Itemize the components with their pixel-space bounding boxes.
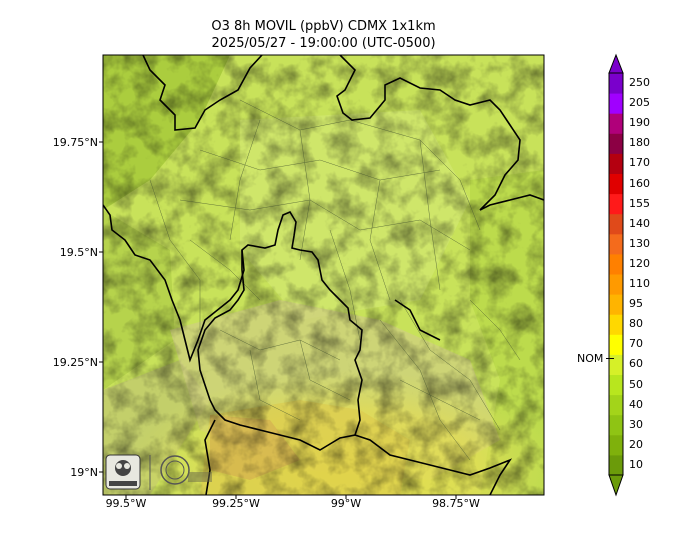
state-boundaries bbox=[103, 55, 544, 495]
colorbar-label: 110 bbox=[629, 277, 650, 291]
nom-tick bbox=[606, 358, 614, 359]
colorbar-segment bbox=[609, 173, 623, 195]
colorbar-segment bbox=[609, 73, 623, 94]
colorbar-label: 180 bbox=[629, 136, 650, 150]
colorbar-segment bbox=[609, 274, 623, 295]
colorbar-label: 80 bbox=[629, 317, 643, 331]
colorbar-label: 120 bbox=[629, 256, 650, 270]
colorbar-label: 10 bbox=[629, 457, 643, 471]
colorbar-label: 190 bbox=[629, 116, 650, 130]
colorbar-label: 130 bbox=[629, 236, 650, 250]
colorbar-label: 20 bbox=[629, 437, 643, 451]
lat-ticks bbox=[99, 141, 103, 473]
colorbar-segment bbox=[609, 213, 623, 235]
colorbar-label: 205 bbox=[629, 96, 650, 110]
colorbar-label: 95 bbox=[629, 297, 643, 311]
map-title-line1: O3 8h MOVIL (ppbV) CDMX 1x1km bbox=[211, 19, 436, 34]
colorbar-segment bbox=[609, 414, 623, 436]
colorbar-segment bbox=[609, 133, 623, 154]
colorbar-segment bbox=[609, 314, 623, 335]
nom-label: NOM bbox=[577, 352, 604, 365]
lon-label-98-75: 98.75°W bbox=[432, 497, 480, 510]
lat-label-19: 19°N bbox=[70, 466, 98, 479]
colorbar-segment bbox=[609, 334, 623, 355]
colorbar-segment bbox=[609, 454, 623, 476]
colorbar-label: 140 bbox=[629, 216, 650, 230]
colorbar-label: 50 bbox=[629, 377, 643, 391]
colorbar-label: 60 bbox=[629, 357, 643, 371]
lat-label-19-5: 19.5°N bbox=[59, 246, 98, 259]
municipal-boundaries bbox=[149, 99, 521, 461]
colorbar-segment bbox=[609, 193, 623, 215]
map-plot-area bbox=[103, 55, 544, 495]
colorbar bbox=[608, 53, 624, 497]
colorbar-label: 160 bbox=[629, 176, 650, 190]
colorbar-label: 70 bbox=[629, 337, 643, 351]
colorbar-label: 250 bbox=[629, 76, 650, 90]
colorbar-segment bbox=[609, 434, 623, 456]
map-frame bbox=[102, 54, 545, 496]
colorbar-segment bbox=[609, 93, 623, 114]
cdmx-logo bbox=[149, 455, 212, 490]
lat-label-19-75: 19.75°N bbox=[52, 136, 98, 149]
colorbar-segment bbox=[609, 253, 623, 275]
colorbar-label: 40 bbox=[629, 397, 643, 411]
colorbar-segment bbox=[609, 113, 623, 134]
lon-label-99-5: 99.5°W bbox=[105, 497, 147, 510]
colorbar-segment bbox=[609, 394, 623, 416]
colorbar-segment bbox=[609, 233, 623, 255]
colorbar-segment bbox=[609, 354, 623, 375]
colorbar-segment bbox=[609, 153, 623, 174]
lon-label-99: 99°W bbox=[330, 497, 362, 510]
colorbar-segment bbox=[609, 374, 623, 396]
colorbar-label: 155 bbox=[629, 196, 650, 210]
colorbar-segment bbox=[609, 294, 623, 315]
colorbar-label: 170 bbox=[629, 156, 650, 170]
lat-label-19-25: 19.25°N bbox=[52, 356, 98, 369]
lon-ticks bbox=[125, 495, 457, 499]
map-title-line2: 2025/05/27 - 19:00:00 (UTC-0500) bbox=[211, 36, 436, 51]
lon-label-99-25: 99.25°W bbox=[212, 497, 260, 510]
sedema-logo bbox=[105, 454, 141, 490]
colorbar-label: 30 bbox=[629, 417, 643, 431]
